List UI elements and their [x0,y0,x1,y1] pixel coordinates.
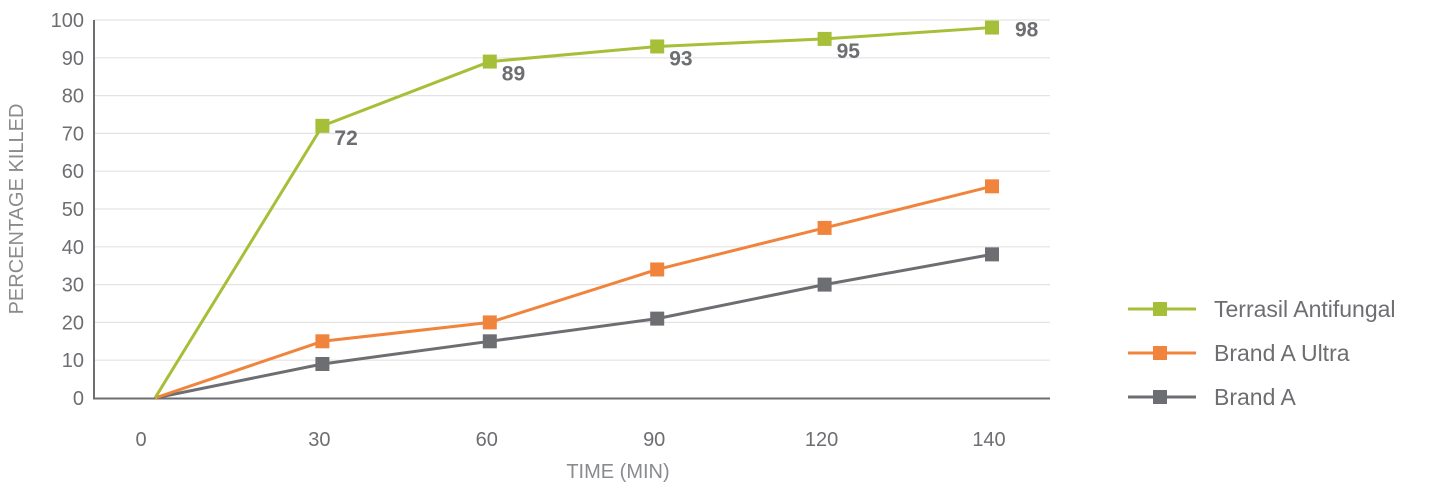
y-tick-labels: 0 10 20 30 40 50 60 70 80 90 100 [51,10,84,410]
data-point [817,31,832,46]
x-tick-label: 60 [476,429,498,451]
legend-swatch-marker [1153,390,1167,404]
data-point [985,247,999,262]
legend-swatch-marker [1153,302,1167,316]
series-brand-a [154,247,999,400]
legend: Terrasil Antifungal Brand A Ultra Brand A [1128,296,1396,410]
data-label: 98 [1015,19,1039,42]
y-tick-label: 60 [62,161,84,183]
gridlines [94,19,1050,361]
data-point [482,315,497,330]
y-tick-label: 20 [62,312,84,334]
data-point [817,220,832,235]
data-point [650,39,665,54]
y-tick-label: 80 [62,86,84,108]
series-line [154,252,993,400]
legend-label: Terrasil Antifungal [1214,296,1396,322]
series-group: 72 89 93 95 98 [153,19,1039,400]
x-tick-label: 90 [643,429,665,451]
data-point [985,179,999,194]
legend-item: Brand A [1128,384,1296,410]
data-label: 72 [334,127,357,150]
data-point [482,54,497,69]
x-axis-label: TIME (MIN) [566,461,669,483]
data-point [315,118,330,133]
data-point [985,20,999,35]
x-tick-labels: 0 30 60 90 120 140 [135,429,1005,451]
data-point [315,334,330,349]
data-point [650,262,665,277]
y-tick-label: 10 [62,350,84,372]
x-tick-label: 0 [135,429,146,451]
legend-item: Brand A Ultra [1128,340,1350,366]
legend-swatch-marker [1153,346,1167,360]
data-point [817,277,832,292]
data-point [315,356,330,371]
data-label: 93 [669,47,692,70]
y-tick-label: 50 [62,199,84,221]
data-label: 89 [502,63,525,86]
series-terrasil-antifungal: 72 89 93 95 98 [153,19,1039,399]
x-tick-label: 140 [972,429,1005,451]
data-label: 95 [837,40,861,63]
series-line [154,184,993,400]
legend-label: Brand A Ultra [1214,340,1350,366]
x-tick-label: 120 [805,429,838,451]
legend-item: Terrasil Antifungal [1128,296,1396,322]
series-line [153,26,993,399]
data-point [482,334,497,349]
y-tick-label: 0 [73,388,84,410]
y-tick-label: 100 [51,10,84,32]
series-brand-a-ultra [154,179,999,400]
x-tick-label: 30 [308,429,330,451]
legend-label: Brand A [1214,384,1296,410]
y-tick-label: 70 [62,123,84,145]
data-point [650,311,665,326]
y-axis-label: PERCENTAGE KILLED [6,104,28,315]
y-tick-label: 40 [62,237,84,259]
y-tick-label: 30 [62,275,84,297]
y-tick-label: 90 [62,48,84,70]
